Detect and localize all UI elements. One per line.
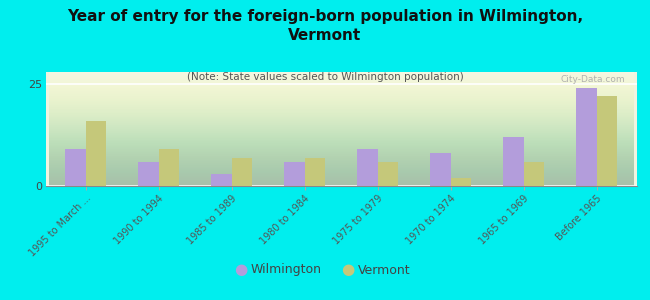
Text: Vermont: Vermont <box>358 263 410 277</box>
Text: Year of entry for the foreign-born population in Wilmington,
Vermont: Year of entry for the foreign-born popul… <box>67 9 583 43</box>
Bar <box>577 88 597 186</box>
Text: Wilmington: Wilmington <box>250 263 321 277</box>
Bar <box>378 162 398 186</box>
Bar <box>138 162 159 186</box>
Text: (Note: State values scaled to Wilmington population): (Note: State values scaled to Wilmington… <box>187 72 463 82</box>
Bar <box>430 153 451 186</box>
Text: ●: ● <box>234 262 247 278</box>
Bar <box>159 149 179 186</box>
Text: City-Data.com: City-Data.com <box>560 75 625 84</box>
Bar <box>503 137 524 186</box>
Bar <box>231 158 252 186</box>
Bar <box>524 162 544 186</box>
Text: ●: ● <box>341 262 354 278</box>
Bar <box>65 149 86 186</box>
Bar <box>305 158 325 186</box>
Bar <box>451 178 471 186</box>
Bar <box>284 162 305 186</box>
Bar <box>211 174 231 186</box>
Bar <box>86 121 106 186</box>
Bar <box>358 149 378 186</box>
Bar <box>597 96 618 186</box>
